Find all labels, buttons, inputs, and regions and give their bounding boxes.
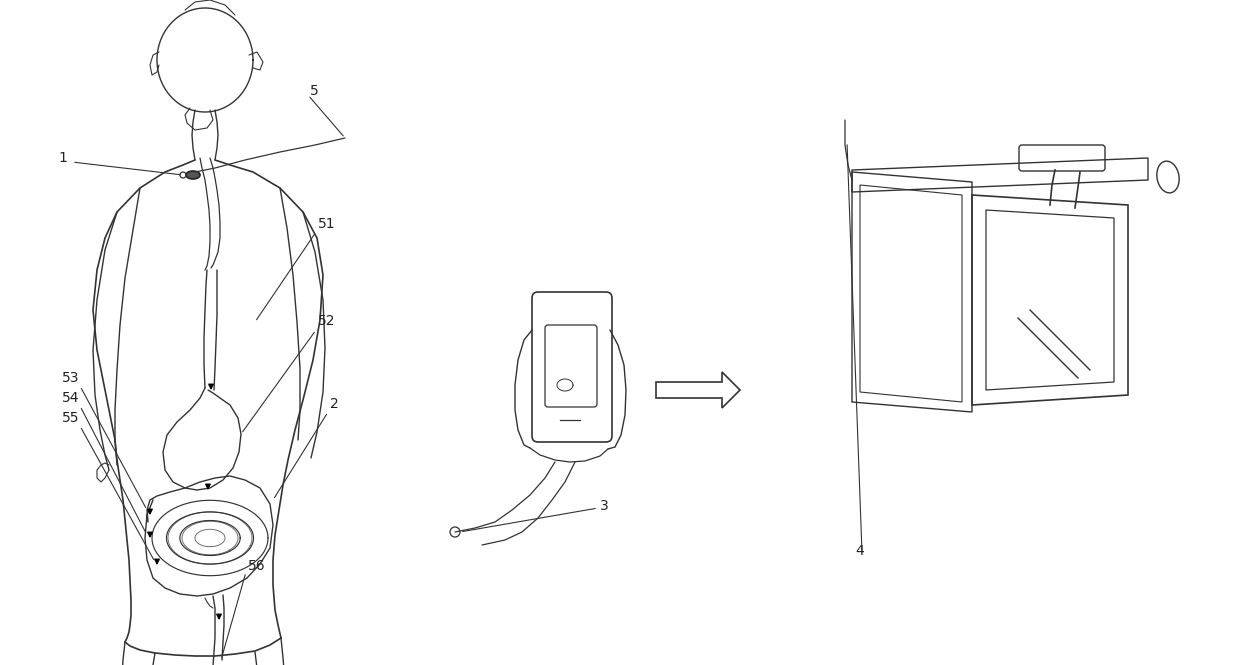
Text: 53: 53	[62, 371, 79, 385]
Text: 2: 2	[330, 397, 339, 411]
Text: 54: 54	[62, 391, 79, 405]
Text: 4: 4	[856, 544, 864, 558]
Text: 55: 55	[62, 411, 79, 425]
Text: 56: 56	[248, 559, 265, 573]
Text: 52: 52	[317, 314, 336, 328]
Text: 51: 51	[317, 217, 336, 231]
Text: 1: 1	[58, 151, 67, 165]
Text: 5: 5	[310, 84, 319, 98]
Ellipse shape	[186, 171, 200, 179]
Text: 3: 3	[600, 499, 609, 513]
